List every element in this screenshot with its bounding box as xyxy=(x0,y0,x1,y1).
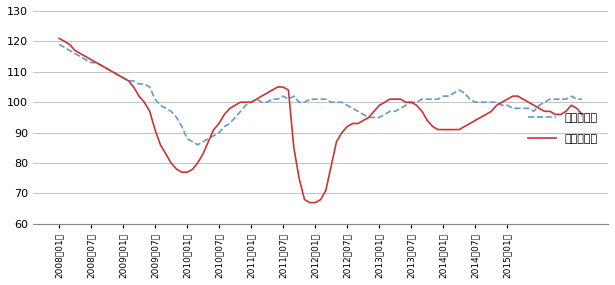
Line: 鉱工業全国: 鉱工業全国 xyxy=(59,44,582,145)
Line: 鉱工業東北: 鉱工業東北 xyxy=(59,38,582,203)
Legend: 鉱工業全国, 鉱工業東北: 鉱工業全国, 鉱工業東北 xyxy=(524,108,603,148)
